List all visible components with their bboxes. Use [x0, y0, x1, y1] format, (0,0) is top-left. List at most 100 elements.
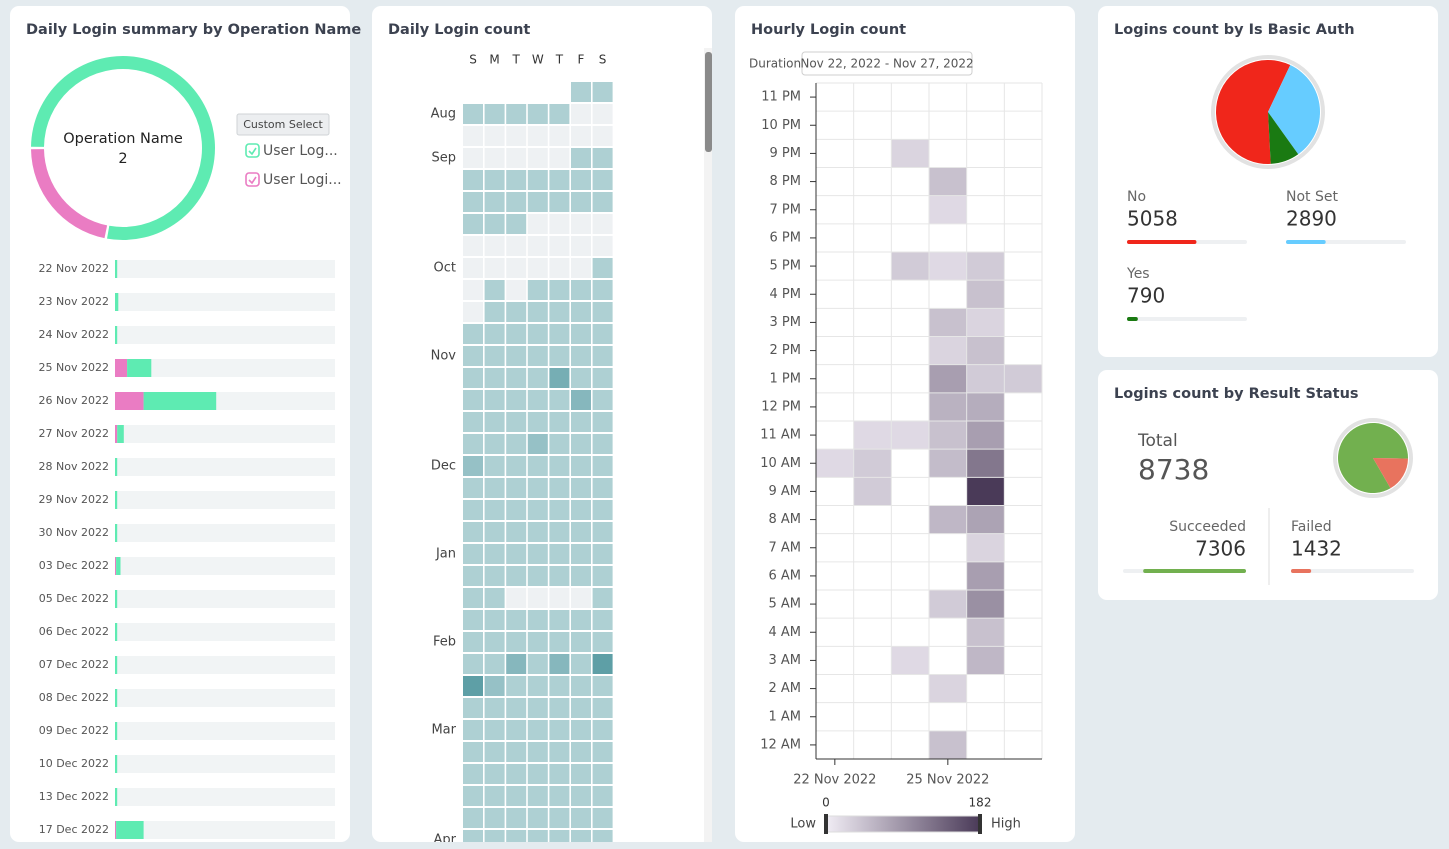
day-cell: [592, 522, 613, 542]
heat-cell: [929, 505, 967, 534]
day-cell: [549, 280, 570, 300]
day-cell: [592, 82, 613, 102]
duration-value[interactable]: Nov 22, 2022 - Nov 27, 2022: [800, 57, 973, 71]
y-tick-label: 8 PM: [770, 174, 801, 189]
day-cell: [484, 214, 505, 234]
stat-bar: [1127, 240, 1197, 244]
day-cell: [571, 698, 591, 718]
day-cell: [484, 544, 505, 564]
day-cell: [527, 698, 548, 718]
custom-select-label[interactable]: Custom Select: [243, 118, 323, 131]
day-cell: [463, 764, 483, 784]
day-cell: [592, 258, 613, 278]
heat-cell: [816, 449, 854, 478]
duration-box[interactable]: [801, 51, 973, 76]
day-cell: [571, 434, 591, 454]
day-cell: [506, 786, 527, 806]
heat-cell: [891, 139, 929, 168]
day-cell: [527, 434, 548, 454]
legend-label[interactable]: User Log...: [263, 143, 338, 159]
y-tick-label: 8 AM: [768, 512, 801, 527]
day-cell: [571, 214, 591, 234]
day-cell: [592, 390, 613, 410]
day-cell: [506, 412, 527, 432]
day-cell: [506, 588, 527, 608]
bar-segment: [115, 689, 118, 707]
day-cell: [506, 478, 527, 498]
day-cell: [571, 522, 591, 542]
day-cell: [463, 324, 483, 344]
day-cell: [592, 456, 613, 476]
legend-checkbox[interactable]: [245, 143, 260, 158]
weekday-label: S: [599, 53, 607, 67]
day-cell: [463, 544, 483, 564]
heat-cell: [853, 449, 892, 478]
stat-track: [1127, 317, 1247, 321]
day-cell: [506, 566, 527, 586]
date-label: 10 Dec 2022: [39, 757, 109, 770]
day-cell: [549, 698, 570, 718]
date-label: 08 Dec 2022: [39, 691, 109, 704]
day-cell: [484, 522, 505, 542]
day-cell: [549, 676, 570, 696]
bar-track: [115, 623, 335, 641]
y-tick-label: 4 PM: [770, 287, 801, 302]
bar-segment: [115, 722, 118, 740]
legend-checkbox[interactable]: [245, 172, 260, 187]
day-cell: [506, 808, 527, 828]
heat-cell: [891, 421, 929, 450]
bar-track: [115, 524, 335, 542]
scrollbar-thumb[interactable]: [705, 52, 712, 152]
day-cell: [506, 830, 527, 842]
day-cell: [571, 676, 591, 696]
day-cell: [463, 588, 483, 608]
day-cell: [527, 104, 548, 124]
y-tick-label: 4 AM: [768, 625, 801, 640]
day-cell: [571, 808, 591, 828]
scrollbar-track: [704, 48, 712, 842]
bar-track: [115, 656, 335, 674]
heat-cell: [966, 280, 1005, 309]
day-cell: [463, 214, 483, 234]
stat-bar: [1291, 569, 1312, 573]
day-cell: [463, 126, 483, 146]
stat-bar: [1286, 240, 1326, 244]
day-cell: [527, 676, 548, 696]
heat-cell: [929, 364, 967, 393]
day-cell: [592, 214, 613, 234]
day-cell: [571, 478, 591, 498]
day-cell: [527, 412, 548, 432]
day-cell: [506, 610, 527, 630]
custom-select-button[interactable]: [236, 113, 330, 136]
day-cell: [484, 236, 505, 256]
day-cell: [571, 742, 591, 762]
day-cell: [463, 104, 483, 124]
color-scale-handle[interactable]: [978, 814, 982, 834]
stat-bar: [1127, 317, 1138, 321]
date-label: 09 Dec 2022: [39, 724, 109, 737]
day-cell: [463, 346, 483, 366]
stat-value: 7306: [1195, 537, 1246, 561]
day-cell: [592, 368, 613, 388]
duration-label: Duration: [749, 57, 801, 71]
y-tick-label: 2 AM: [768, 681, 801, 696]
color-scale-tick: 0: [822, 796, 830, 810]
month-label: Nov: [431, 349, 457, 364]
day-cell: [527, 258, 548, 278]
day-cell: [592, 742, 613, 762]
y-tick-label: 7 AM: [768, 540, 801, 555]
panel-title: Hourly Login count: [751, 22, 906, 38]
day-cell: [506, 742, 527, 762]
heat-cell: [853, 477, 892, 506]
heat-cell: [853, 421, 892, 450]
y-tick-label: 1 AM: [768, 709, 801, 724]
day-cell: [549, 764, 570, 784]
color-scale-handle[interactable]: [824, 814, 828, 834]
day-cell: [527, 346, 548, 366]
legend-label[interactable]: User Logi...: [263, 172, 342, 188]
day-cell: [484, 434, 505, 454]
date-label: 17 Dec 2022: [39, 823, 109, 836]
day-cell: [549, 654, 570, 674]
day-cell: [463, 676, 483, 696]
day-cell: [484, 346, 505, 366]
